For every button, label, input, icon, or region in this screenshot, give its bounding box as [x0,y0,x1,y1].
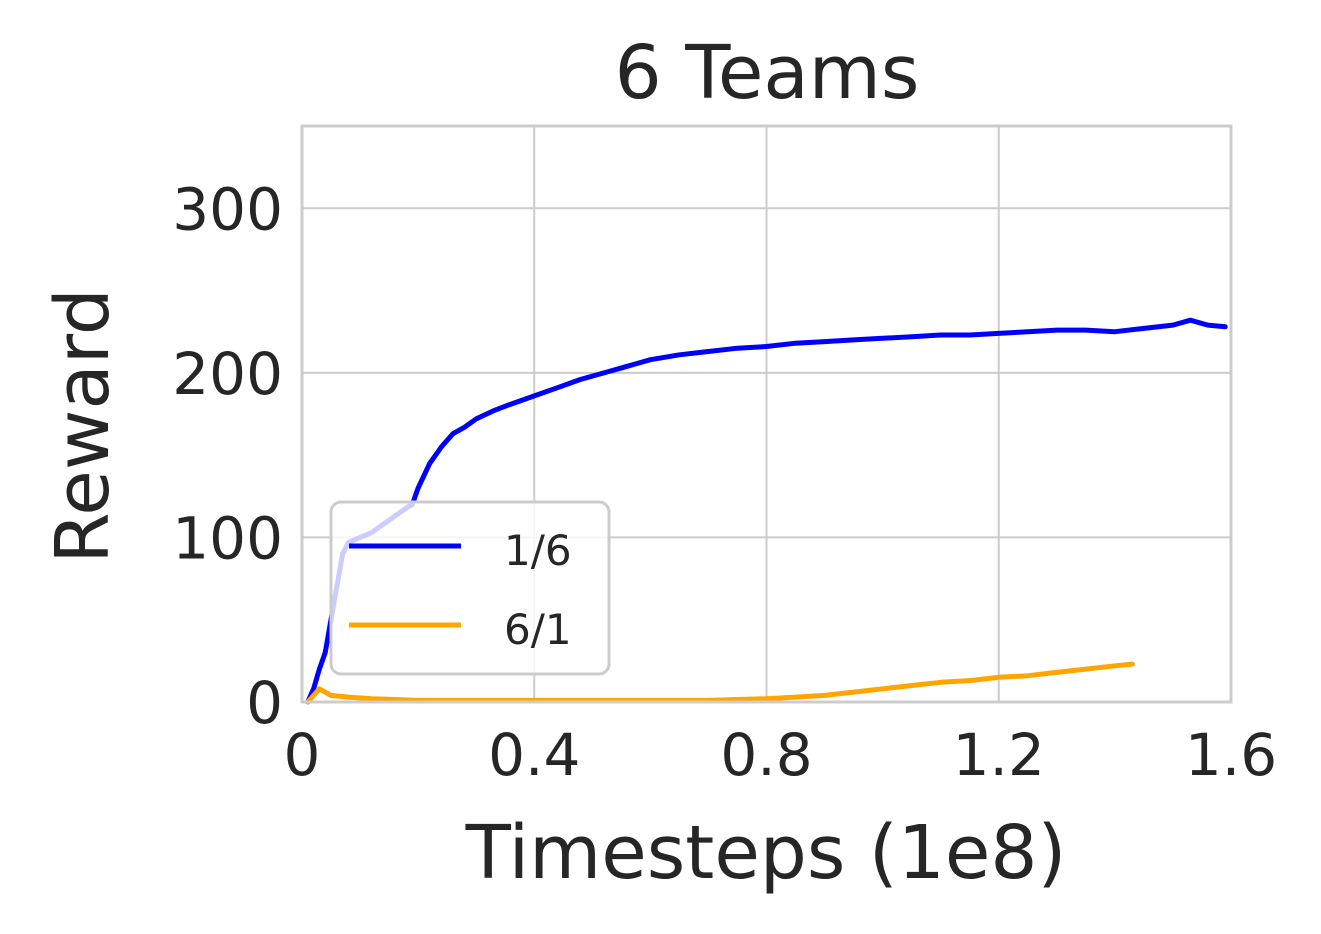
y-tick-label: 200 [172,340,283,408]
x-tick-label: 0.8 [720,721,812,789]
y-tick-label: 0 [246,669,283,737]
y-tick-label: 300 [172,175,283,243]
legend-label-6-1: 6/1 [504,605,572,654]
y-axis-label: Reward [40,288,126,564]
x-tick-label: 1.2 [953,721,1045,789]
legend: 1/6 6/1 [329,500,611,676]
y-tick-label: 100 [172,504,283,572]
chart-title: 6 Teams [615,30,920,116]
x-tick-label: 0.4 [488,721,580,789]
x-tick-label: 0 [284,721,321,789]
x-tick-label: 1.6 [1185,721,1277,789]
series-line-6-1 [305,661,1135,705]
plot-frame [300,124,1233,704]
x-axis-label: Timesteps (1e8) [465,810,1067,896]
tick-layer: 0 0.4 0.8 1.2 1.6 0 100 200 300 [172,175,1277,789]
legend-label-1-6: 1/6 [504,526,572,575]
